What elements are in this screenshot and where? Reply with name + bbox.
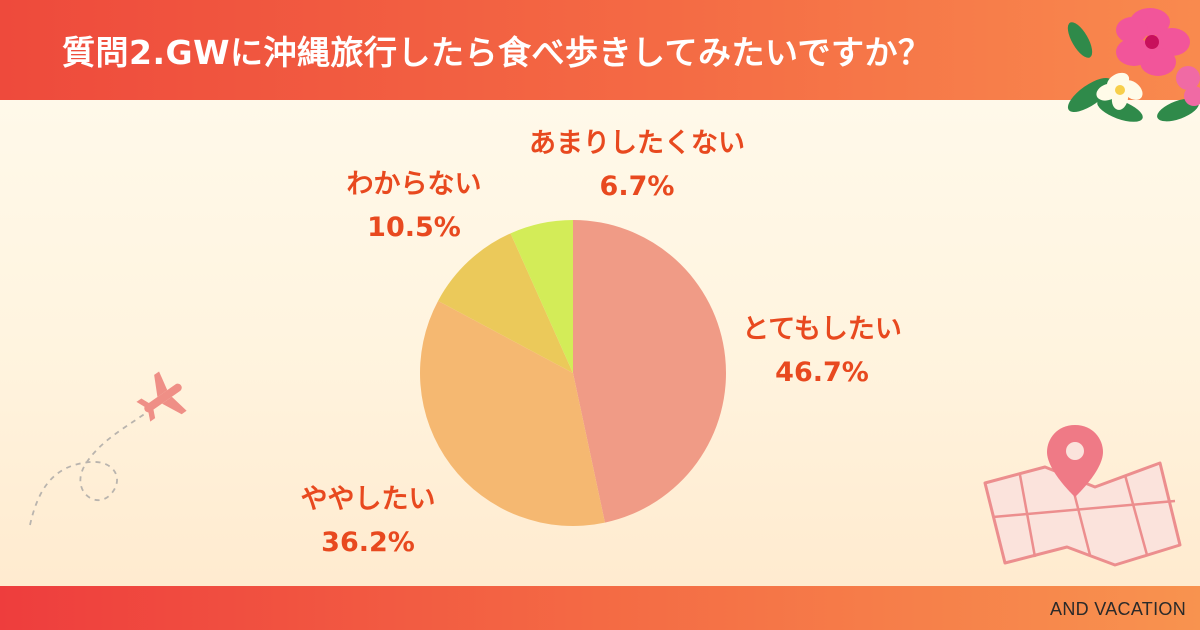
pie-slice-1 [420,300,605,527]
airplane-icon [29,371,187,526]
hibiscus-flower-icon [1067,8,1200,122]
pie-slice-0 [573,220,727,523]
pie-slice-3 [510,220,573,373]
slice-label: ややしたい [301,484,436,515]
footer-bar: AND VACATION [0,586,1200,630]
title-bar: 質問2.GWに沖縄旅行したら食べ歩きしてみたいですか？ [0,0,1200,100]
slice-value: 10.5% [367,212,461,243]
brand-name: AND VACATION [1050,599,1186,619]
slice-value: 6.7% [600,171,675,202]
slice-value: 36.2% [321,527,415,558]
page-title: 質問2.GWに沖縄旅行したら食べ歩きしてみたいですか？ [62,33,932,72]
slice-label: わからない [347,169,482,200]
slice-label: とてもしたい [742,314,902,345]
slice-label: あまりしたくない [529,128,745,159]
slice-value: 46.7% [775,357,869,388]
pie-slice-2 [438,233,573,373]
map-pin-icon [983,425,1182,567]
